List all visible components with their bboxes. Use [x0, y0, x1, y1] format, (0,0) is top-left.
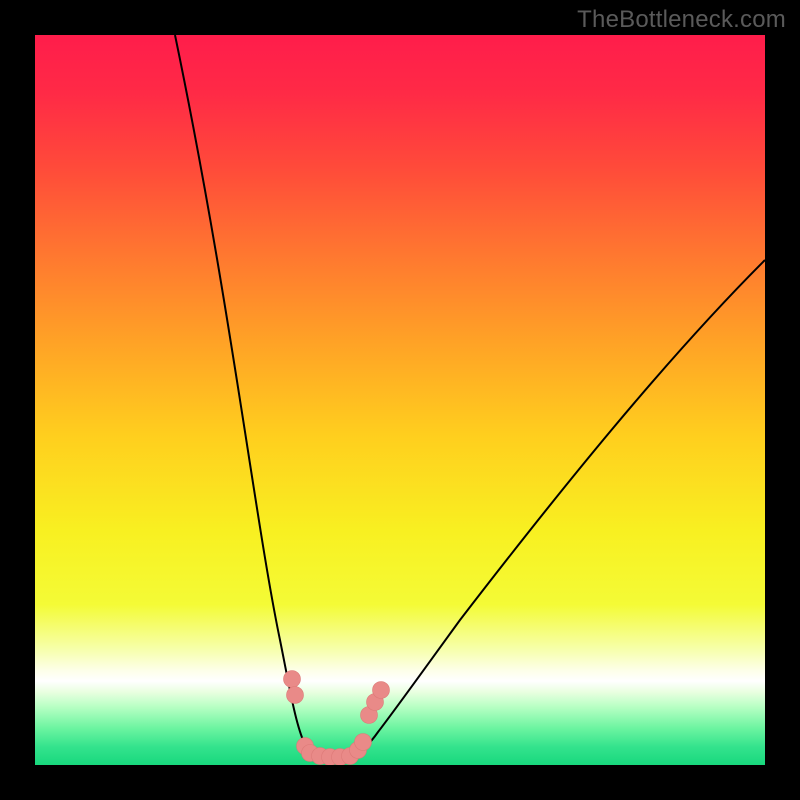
data-point [373, 682, 390, 699]
data-point [287, 687, 304, 704]
data-point [284, 671, 301, 688]
watermark-label: TheBottleneck.com [577, 6, 786, 34]
chart-container: TheBottleneck.com [0, 0, 800, 800]
data-point [355, 734, 372, 751]
bottleneck-chart [0, 0, 800, 800]
plot-background [35, 35, 765, 765]
